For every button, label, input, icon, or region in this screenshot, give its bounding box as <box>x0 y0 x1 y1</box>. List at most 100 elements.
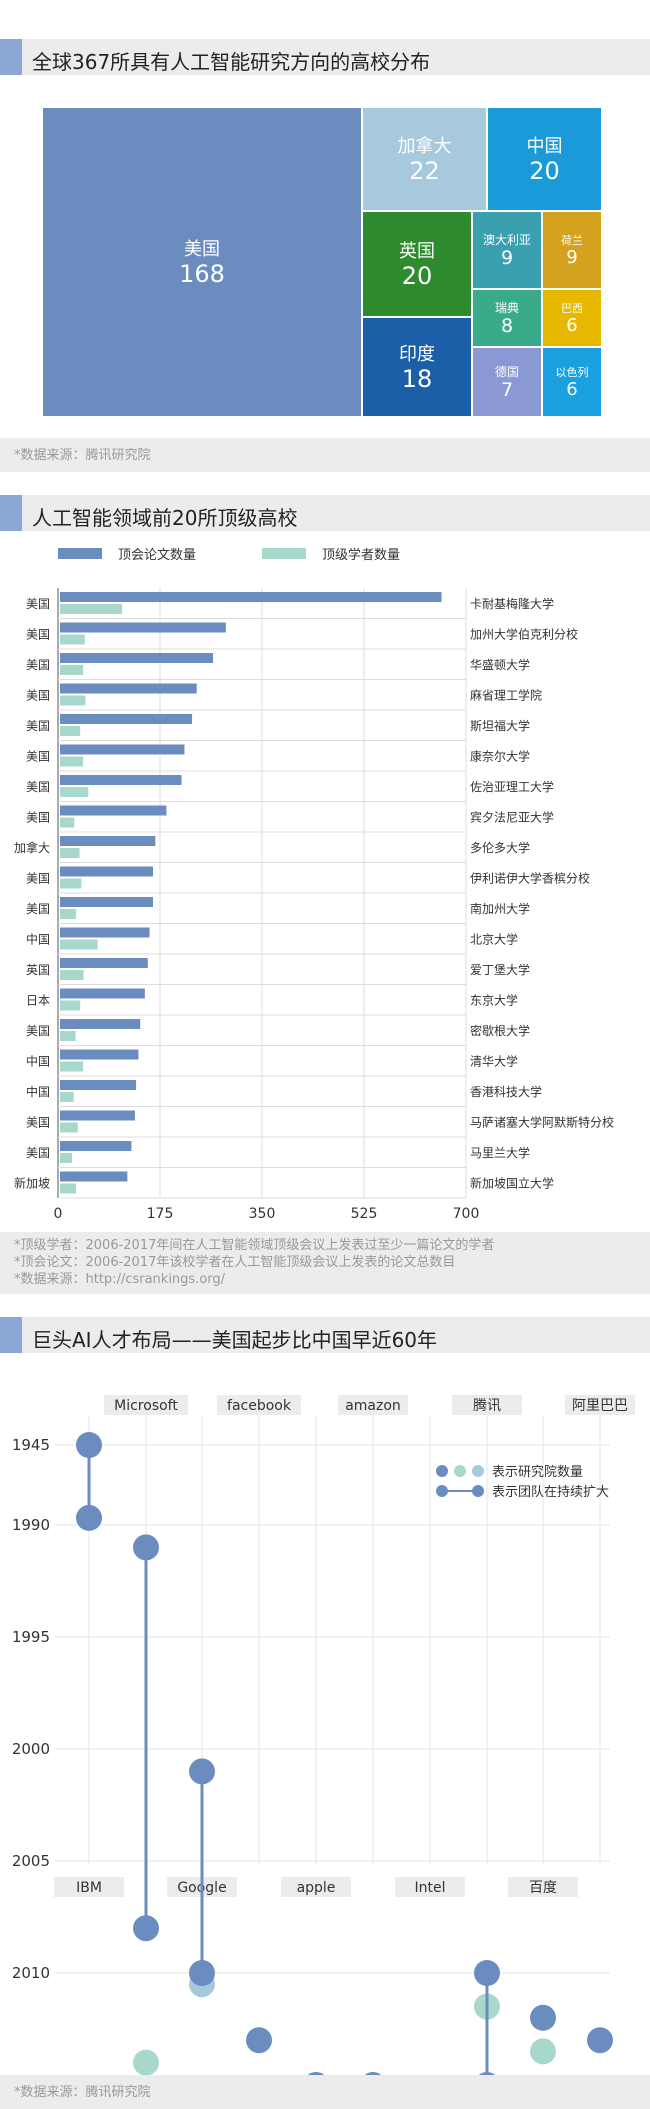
university-label: 加州大学伯克利分校 <box>470 627 578 642</box>
university-label: 新加坡国立大学 <box>470 1176 554 1191</box>
treemap-value: 20 <box>401 262 433 291</box>
treemap-label: 瑞典 <box>494 300 519 315</box>
bar-scholars <box>60 1153 72 1163</box>
bar-legend: 顶会论文数量 顶级学者数量 <box>58 547 400 563</box>
x-tick-label: 175 <box>147 1206 174 1222</box>
company-label-bg <box>508 1877 578 1897</box>
bar-papers <box>60 897 154 907</box>
company-label: facebook <box>227 1398 292 1414</box>
company-label-bg <box>565 1395 635 1415</box>
university-label: 马萨诸塞大学阿默斯特分校 <box>470 1115 614 1130</box>
treemap-value: 8 <box>500 314 514 337</box>
legend-swatch-papers <box>58 548 102 559</box>
treemap-label: 英国 <box>399 241 435 263</box>
treemap-chart: 美国 168 加拿大 22 中国 20 英国 20 印度 18 澳大利亚 9 荷兰 9 瑞典 8 巴西 6 德国 7 以… <box>43 108 603 418</box>
treemap-label: 澳大利亚 <box>482 232 531 247</box>
company-label: apple <box>297 1880 336 1896</box>
team-dot <box>246 2027 272 2054</box>
team-dot <box>189 1960 215 1986</box>
team-dot <box>76 1432 102 1458</box>
university-label: 北京大学 <box>470 932 518 947</box>
country-label: 加拿大 <box>14 840 50 855</box>
university-label: 华盛顿大学 <box>470 657 530 672</box>
bar-papers <box>60 1049 139 1060</box>
team-dot <box>530 2004 556 2031</box>
section3-title: 巨头AI人才布局——美国起步比中国早近60年 <box>32 1328 438 1352</box>
company-label-bg <box>104 1395 188 1415</box>
university-label: 伊利诺伊大学香槟分校 <box>470 871 590 886</box>
section2-header: 人工智能领域前20所顶级高校 <box>0 495 650 531</box>
bar-scholars <box>60 1031 76 1041</box>
bar-papers <box>60 653 214 663</box>
legend-dot <box>472 1465 484 1477</box>
country-label: 中国 <box>26 1054 50 1069</box>
country-label: 美国 <box>26 780 50 794</box>
legend-label-papers: 顶会论文数量 <box>118 548 196 563</box>
treemap-value: 22 <box>409 157 440 186</box>
team-dot <box>133 1915 159 1942</box>
bar-scholars <box>60 939 98 950</box>
bar-papers <box>60 1171 128 1182</box>
university-label: 清华大学 <box>470 1054 518 1069</box>
company-label: 百度 <box>529 1880 557 1896</box>
country-label: 中国 <box>26 1084 50 1099</box>
country-label: 美国 <box>26 628 50 642</box>
bar-scholars <box>60 634 85 645</box>
x-tick-label: 700 <box>453 1206 480 1222</box>
treemap-value: 20 <box>529 157 560 186</box>
y-tick-label: 2005 <box>12 1852 50 1870</box>
company-label-bg <box>395 1877 465 1897</box>
country-label: 美国 <box>26 1146 50 1160</box>
country-label: 美国 <box>26 597 50 611</box>
legend-dot <box>436 1465 448 1477</box>
company-label-bg <box>54 1877 124 1897</box>
country-label: 美国 <box>26 658 50 672</box>
bar-papers <box>60 805 167 816</box>
treemap-cell: 巴西 6 <box>543 290 601 346</box>
university-label: 东京大学 <box>470 993 518 1008</box>
bar-scholars <box>60 878 82 889</box>
bar-papers <box>60 988 145 999</box>
bar-papers <box>60 1110 135 1121</box>
country-label: 美国 <box>26 719 50 733</box>
bar-scholars <box>60 787 89 797</box>
header-accent <box>0 495 22 531</box>
country-label: 美国 <box>26 750 50 764</box>
company-label: 阿里巴巴 <box>572 1398 628 1414</box>
company-label: Microsoft <box>114 1398 178 1414</box>
y-tick-label: 2000 <box>12 1740 50 1758</box>
y-tick-label: 2010 <box>12 1964 50 1982</box>
x-tick-label: 350 <box>249 1206 276 1222</box>
country-label: 美国 <box>26 811 50 825</box>
company-label-bg <box>217 1395 301 1415</box>
treemap-cell: 加拿大 22 <box>363 108 486 210</box>
treemap-cell: 澳大利亚 9 <box>473 212 541 288</box>
header-accent <box>0 39 22 75</box>
treemap-label: 以色列 <box>555 365 589 379</box>
company-label: 腾讯 <box>473 1397 501 1414</box>
university-label: 麻省理工学院 <box>470 688 542 703</box>
treemap-cell: 以色列 6 <box>543 348 601 416</box>
country-label: 日本 <box>26 994 50 1008</box>
university-label: 南加州大学 <box>470 901 530 916</box>
treemap-label: 中国 <box>526 136 563 158</box>
company-label-bg <box>338 1395 408 1415</box>
bar-scholars <box>60 1000 81 1011</box>
timeline-chart: 19451990199520002005201020152020IBMMicro… <box>12 1395 635 2085</box>
legend-dot <box>436 1485 448 1497</box>
company-label: amazon <box>345 1398 401 1414</box>
treemap-value: 7 <box>500 378 514 401</box>
legend-dot <box>472 1485 484 1497</box>
institute-dot <box>133 2049 159 2076</box>
treemap-cell: 荷兰 9 <box>543 212 601 288</box>
treemap-cell: 印度 18 <box>363 318 471 416</box>
country-label: 美国 <box>26 1024 50 1038</box>
university-label: 佐治亚理工大学 <box>470 779 554 794</box>
team-dot <box>189 1758 215 1785</box>
bar-scholars <box>60 695 86 706</box>
company-label: Intel <box>415 1880 446 1896</box>
legend-label-institutes: 表示研究院数量 <box>492 1465 583 1480</box>
section1-title: 全球367所具有人工智能研究方向的高校分布 <box>32 50 431 74</box>
